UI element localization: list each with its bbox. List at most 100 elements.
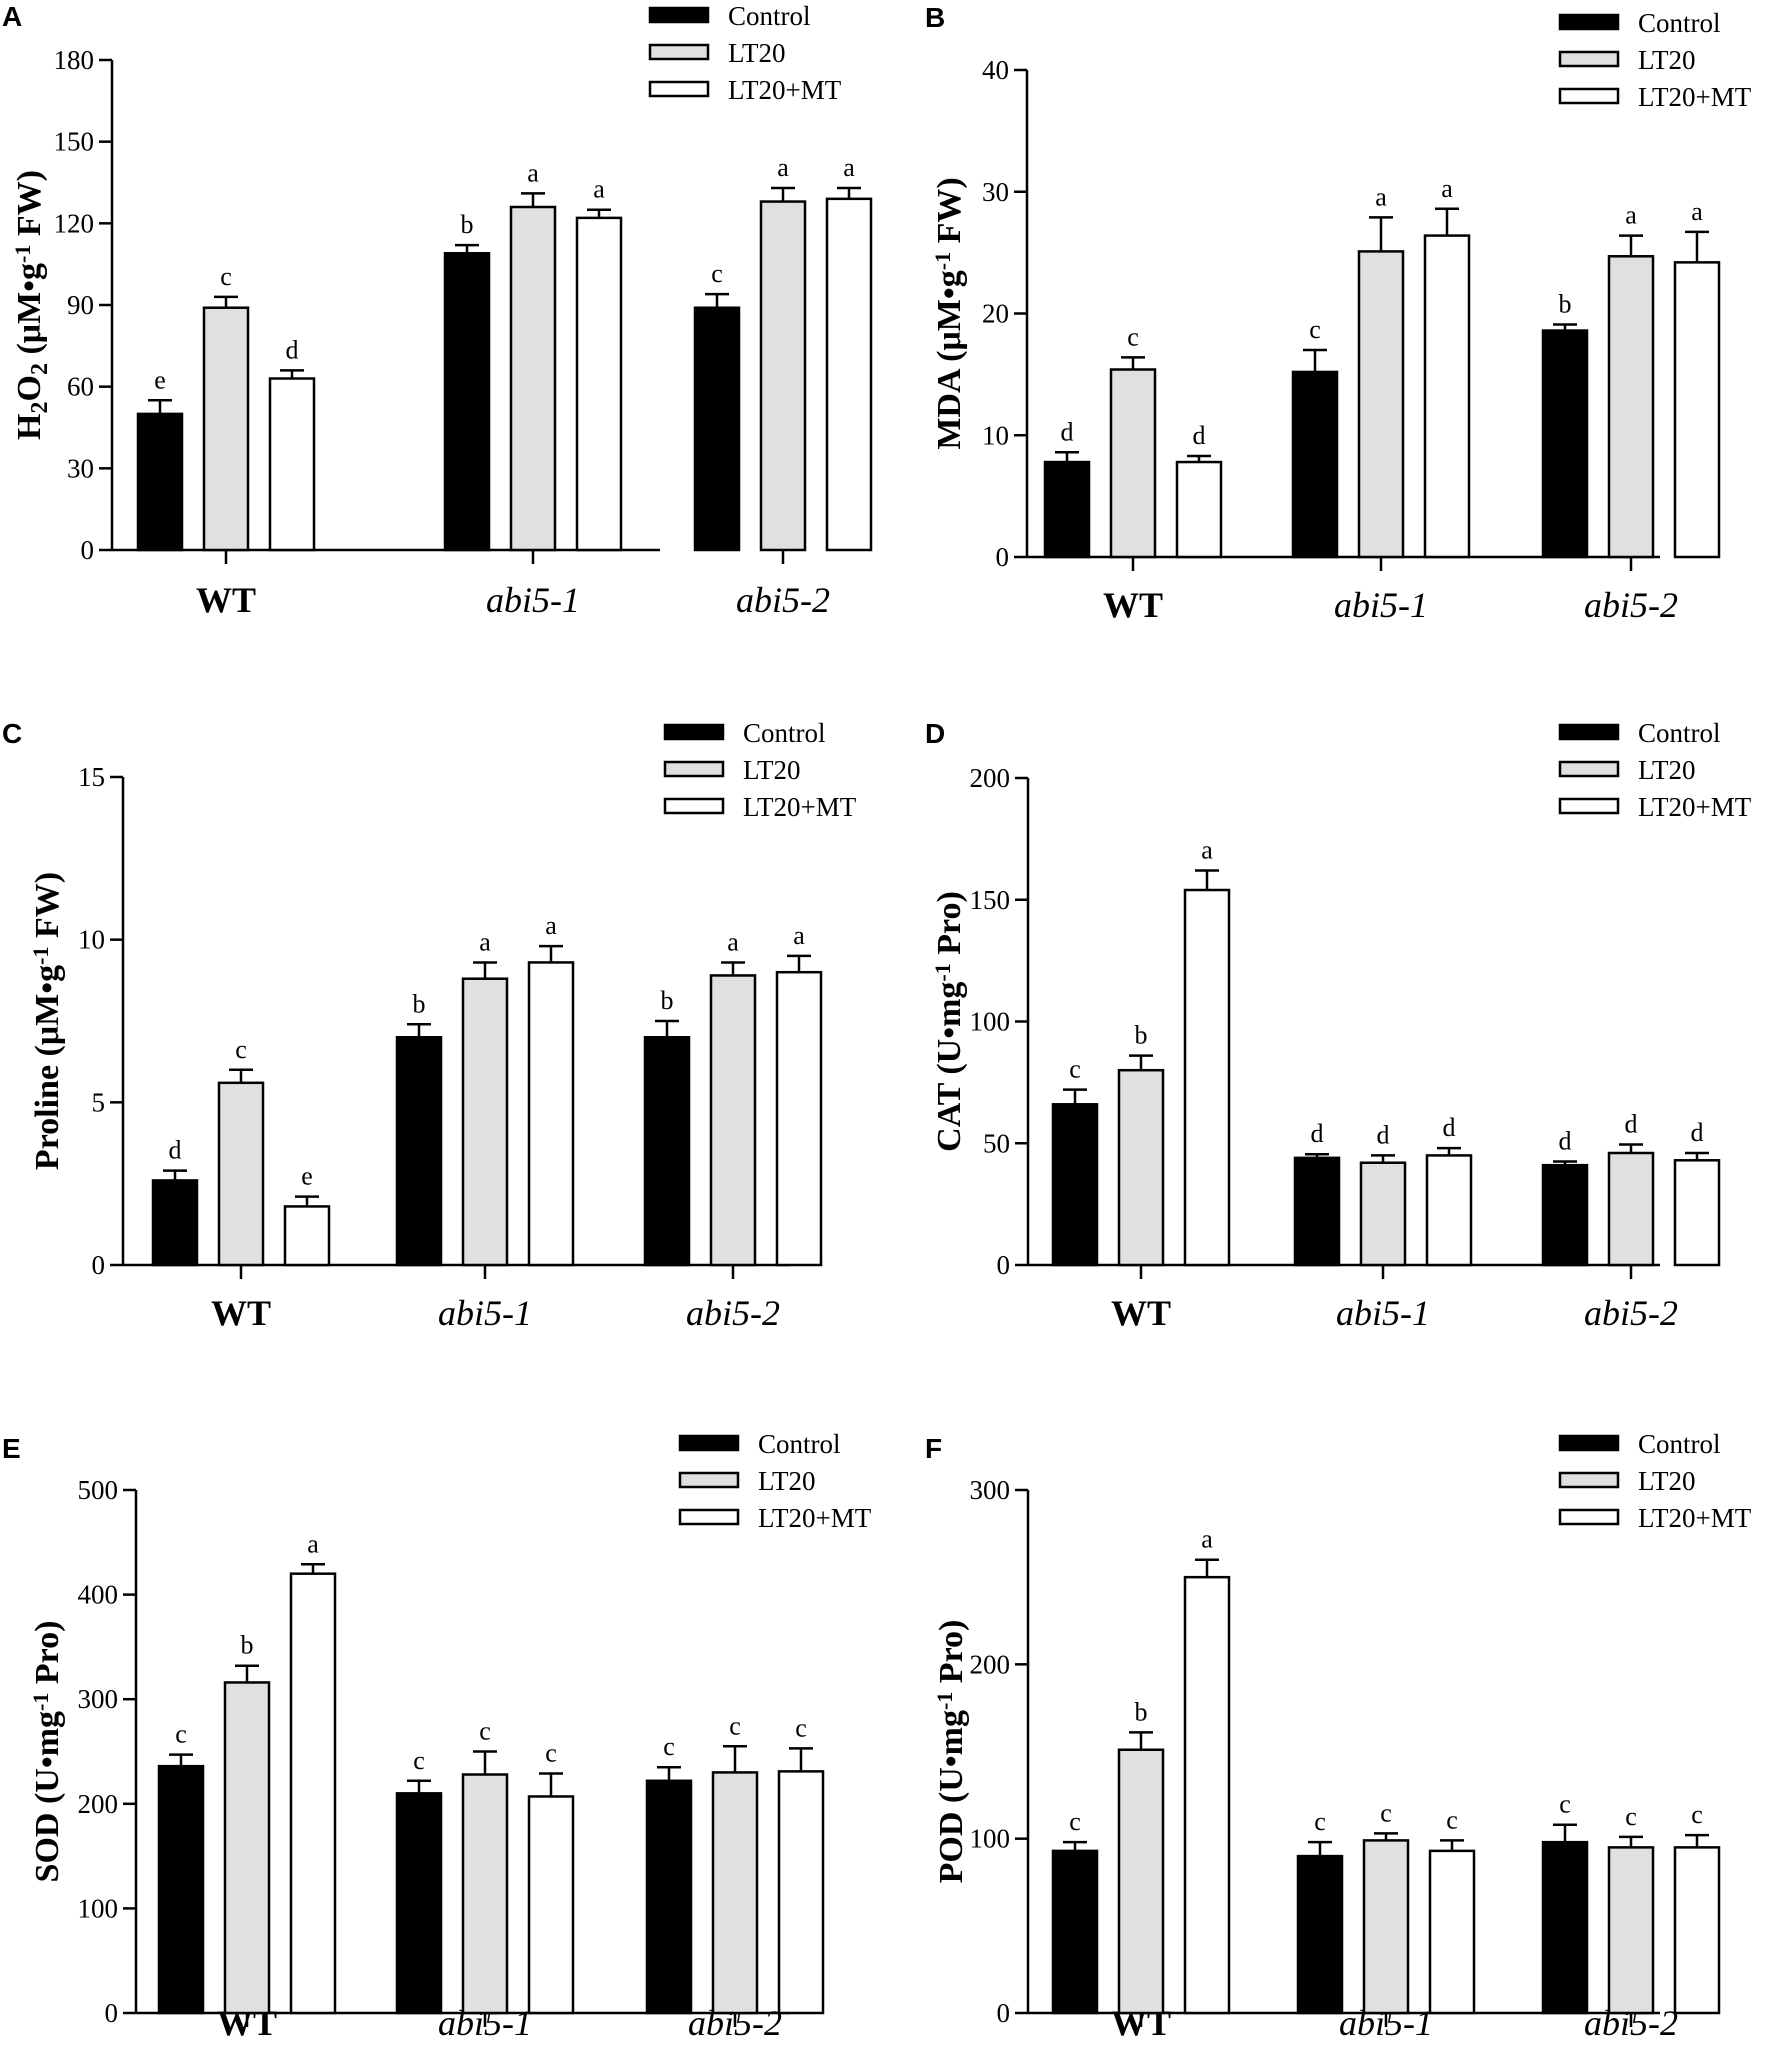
significance-letter: d <box>1193 421 1206 450</box>
y-axis-title-superscript: -1 <box>930 252 955 270</box>
y-axis-title-text: MDA (μM•g <box>931 270 968 449</box>
bar <box>202 306 250 552</box>
y-axis-title-text: H <box>11 414 48 440</box>
bar <box>1051 1103 1099 1267</box>
y-axis-title-superscript: -1 <box>28 1693 53 1711</box>
bar <box>1673 261 1721 559</box>
legend-label: Control <box>1638 8 1721 38</box>
significance-letter: a <box>527 158 539 187</box>
panel-letter: D <box>925 718 945 749</box>
x-category-label: abi5-2 <box>686 1293 780 1333</box>
bar <box>775 970 823 1267</box>
y-tick-label: 150 <box>54 127 95 157</box>
significance-letter: d <box>286 335 299 364</box>
bar <box>151 1179 199 1267</box>
y-axis-title-text: (μM•g <box>11 263 48 363</box>
legend-swatch <box>678 1471 740 1489</box>
significance-letter: c <box>1127 322 1139 351</box>
significance-letter: c <box>1069 1807 1081 1836</box>
legend-swatch <box>1558 760 1620 778</box>
y-tick-label: 200 <box>970 763 1011 793</box>
legend-swatch <box>648 80 710 98</box>
y-tick-label: 10 <box>982 420 1009 450</box>
y-tick-label: 0 <box>92 1250 106 1280</box>
legend-label: LT20+MT <box>758 1503 872 1533</box>
legend-label: LT20+MT <box>1638 82 1752 112</box>
x-category-label: WT <box>1111 1293 1171 1333</box>
y-axis-title-superscript: -1 <box>10 245 35 263</box>
y-tick-label: 5 <box>92 1087 106 1117</box>
significance-letter: c <box>1069 1055 1081 1084</box>
legend-swatch <box>663 723 725 741</box>
bar <box>1607 1846 1655 2015</box>
y-tick-label: 15 <box>78 762 105 792</box>
y-axis-title-text: Pro) <box>933 1620 970 1692</box>
y-tick-label: 50 <box>983 1128 1010 1158</box>
bar <box>268 377 316 552</box>
bar <box>825 197 873 552</box>
bar <box>509 205 557 552</box>
legend-label: LT20+MT <box>743 792 857 822</box>
y-tick-label: 0 <box>997 1998 1011 2028</box>
significance-letter: d <box>169 1136 182 1165</box>
significance-letter: c <box>1625 1802 1637 1831</box>
bar <box>1673 1159 1721 1267</box>
y-tick-label: 200 <box>970 1649 1011 1679</box>
x-category-label: WT <box>211 1293 271 1333</box>
bar <box>1293 1156 1341 1267</box>
legend-swatch <box>648 43 710 61</box>
y-axis-title: MDA (μM•g-1 FW) <box>930 177 968 449</box>
y-tick-label: 100 <box>970 1824 1011 1854</box>
bar <box>527 961 575 1267</box>
bar <box>1117 1068 1165 1267</box>
legend-label: Control <box>758 1429 841 1459</box>
y-tick-label: 90 <box>67 290 94 320</box>
y-tick-label: 500 <box>78 1475 119 1505</box>
panel-letter: E <box>2 1433 21 1464</box>
y-tick-label: 0 <box>996 542 1010 572</box>
bar <box>283 1205 331 1267</box>
y-axis-title-text: FW) <box>11 170 48 245</box>
significance-letter: c <box>479 1717 491 1746</box>
significance-letter: a <box>727 927 739 956</box>
legend-label: LT20 <box>743 755 801 785</box>
x-category-label: WT <box>1103 585 1163 625</box>
legend-swatch <box>1558 797 1620 815</box>
chart-panel-b: B 0 10 20 30 40 MDA (μM•g-1 FW) WT d c d abi5-1 c a a a… <box>925 2 1752 625</box>
chart-panel-d: D 0 50 100 150 200 CAT (U•mg-1 Pro) WT c b a abi5-1… <box>925 718 1752 1333</box>
significance-letter: c <box>175 1720 187 1749</box>
legend-swatch <box>1558 1434 1620 1452</box>
y-tick-label: 10 <box>78 925 105 955</box>
bar <box>1673 1846 1721 2015</box>
legend-swatch <box>663 797 725 815</box>
significance-letter: a <box>1201 1525 1213 1554</box>
significance-letter: a <box>545 911 557 940</box>
y-tick-label: 100 <box>970 1007 1011 1037</box>
bar <box>1183 888 1231 1267</box>
significance-letter: c <box>545 1738 557 1767</box>
significance-letter: b <box>241 1631 254 1660</box>
bar <box>777 1770 825 2015</box>
significance-letter: b <box>461 210 474 239</box>
bar <box>461 977 509 1267</box>
bar <box>1607 255 1655 559</box>
legend-label: Control <box>1638 718 1721 748</box>
panel-letter: F <box>925 1433 942 1464</box>
x-category-label: abi5-1 <box>1336 1293 1430 1333</box>
legend-label: LT20+MT <box>728 75 842 105</box>
legend-swatch <box>1558 87 1620 105</box>
chart-panel-c: C 0 5 10 15 Proline (μM•g-1 FW) WT d c e abi5-1 b a a… <box>2 718 857 1333</box>
x-category-label: abi5-2 <box>1584 1293 1678 1333</box>
bar <box>711 1771 759 2015</box>
significance-letter: b <box>1135 1021 1148 1050</box>
legend-swatch <box>1558 50 1620 68</box>
y-axis-title-text: FW) <box>29 872 66 947</box>
bar <box>461 1773 509 2015</box>
significance-letter: a <box>777 153 789 182</box>
significance-letter: b <box>1559 289 1572 318</box>
significance-letter: b <box>661 986 674 1015</box>
significance-letter: c <box>220 262 232 291</box>
panel-letter: B <box>925 2 945 33</box>
significance-letter: c <box>1446 1805 1458 1834</box>
y-tick-label: 20 <box>982 299 1009 329</box>
